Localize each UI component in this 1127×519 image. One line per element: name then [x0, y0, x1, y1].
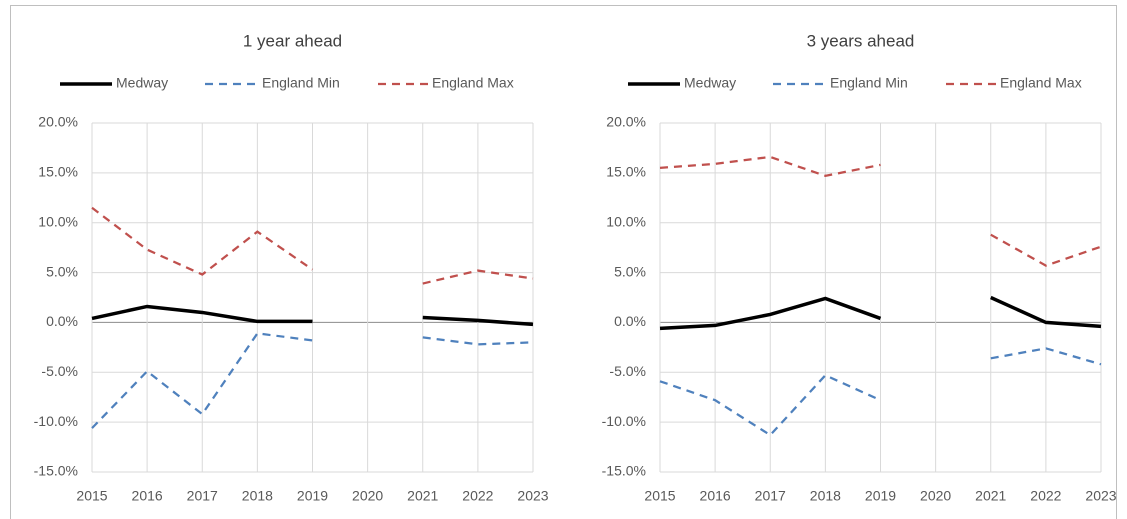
x-tick-label: 2017 [187, 488, 218, 504]
x-tick-label: 2016 [700, 488, 731, 504]
series-line [91, 304, 534, 327]
x-tick-label: 2021 [975, 488, 1006, 504]
x-tick-label: 2020 [352, 488, 383, 504]
legend-label: England Max [432, 75, 514, 91]
x-tick-label: 2015 [644, 488, 675, 504]
y-tick-label: -15.0% [602, 463, 646, 479]
x-tick-label: 2022 [1030, 488, 1061, 504]
x-tick-label: 2017 [755, 488, 786, 504]
legend-label: England Min [262, 75, 340, 91]
y-tick-label: 15.0% [606, 164, 646, 180]
frame [10, 5, 1117, 519]
x-tick-label: 2019 [865, 488, 896, 504]
chart-title: 3 years ahead [807, 31, 915, 50]
chart-title: 1 year ahead [243, 31, 342, 50]
x-tick-label: 2018 [810, 488, 841, 504]
y-tick-label: -15.0% [34, 463, 78, 479]
legend-label: Medway [684, 75, 736, 91]
y-tick-label: 5.0% [614, 263, 646, 279]
legend-label: England Min [830, 75, 908, 91]
x-tick-label: 2020 [920, 488, 951, 504]
y-tick-label: 5.0% [46, 263, 78, 279]
x-tick-label: 2015 [76, 488, 107, 504]
y-tick-label: 10.0% [606, 213, 646, 229]
series-line [91, 332, 534, 429]
series-line [91, 206, 534, 285]
y-tick-label: -5.0% [41, 363, 78, 379]
y-tick-label: 10.0% [38, 213, 78, 229]
y-tick-label: 20.0% [606, 114, 646, 130]
x-tick-label: 2023 [1085, 488, 1116, 504]
y-tick-label: 0.0% [46, 313, 78, 329]
x-tick-label: 2023 [517, 488, 548, 504]
y-tick-label: -10.0% [602, 413, 646, 429]
y-tick-label: -5.0% [609, 363, 646, 379]
x-tick-label: 2021 [407, 488, 438, 504]
x-tick-label: 2018 [242, 488, 273, 504]
legend-label: England Max [1000, 75, 1082, 91]
x-tick-label: 2016 [132, 488, 163, 504]
y-tick-label: 20.0% [38, 114, 78, 130]
series-line [659, 295, 1102, 331]
y-tick-label: 0.0% [614, 313, 646, 329]
legend-label: Medway [116, 75, 168, 91]
x-tick-label: 2022 [462, 488, 493, 504]
y-tick-label: 15.0% [38, 164, 78, 180]
x-tick-label: 2019 [297, 488, 328, 504]
y-tick-label: -10.0% [34, 413, 78, 429]
series-line [659, 155, 1102, 267]
series-line [659, 347, 1102, 437]
